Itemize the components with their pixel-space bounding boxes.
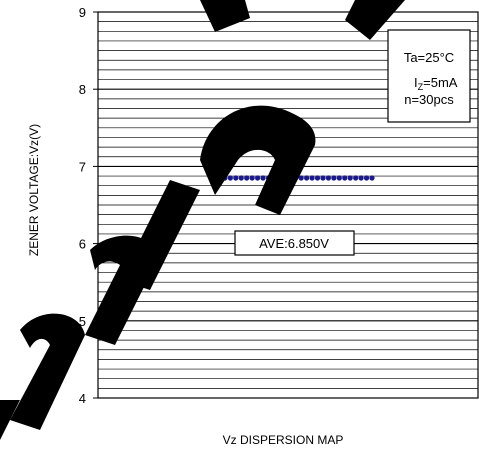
data-point	[238, 175, 244, 181]
data-point	[298, 175, 304, 181]
plot-frame	[97, 11, 479, 399]
data-point	[320, 175, 326, 181]
y-axis-label: ZENER VOLTAGE:Vz(V)	[27, 124, 41, 256]
data-point	[260, 175, 266, 181]
y-tick-label: 4	[79, 391, 86, 406]
data-point	[233, 175, 239, 181]
data-point	[369, 175, 375, 181]
average-label: AVE:6.850V	[259, 236, 329, 251]
data-point	[353, 175, 359, 181]
data-point	[363, 175, 370, 181]
y-tick-label: 8	[79, 82, 86, 97]
data-point	[309, 175, 315, 181]
data-point	[342, 175, 348, 181]
data-point	[336, 175, 342, 181]
watermark-shapes	[0, 0, 405, 440]
data-point	[347, 175, 353, 181]
data-point	[249, 175, 255, 181]
data-point	[325, 175, 332, 181]
data-point	[304, 175, 310, 181]
y-tick-label: 6	[79, 237, 86, 252]
x-axis-label: Vz DISPERSION MAP	[223, 433, 344, 447]
data-point	[314, 175, 321, 181]
data-point	[227, 175, 233, 181]
data-point	[254, 175, 261, 181]
average-box: AVE:6.850V	[234, 230, 355, 256]
data-point	[358, 175, 364, 181]
data-point	[331, 175, 337, 181]
y-tick-label: 9	[79, 5, 86, 20]
condition-iz: IZ=5mA	[414, 75, 458, 92]
data-point	[244, 175, 250, 181]
y-tick-label: 5	[79, 314, 86, 329]
condition-n: n=30pcs	[404, 92, 454, 107]
condition-ta: Ta=25°C	[404, 50, 454, 65]
y-tick-label: 7	[79, 159, 86, 174]
conditions-box: Ta=25°C IZ=5mA n=30pcs	[387, 29, 471, 123]
